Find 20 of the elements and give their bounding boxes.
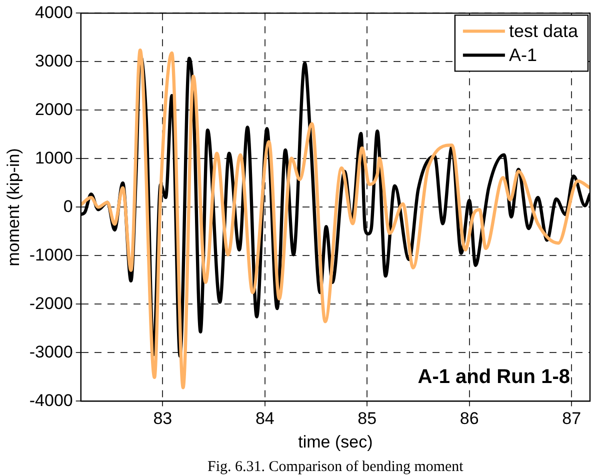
y-tick-label: 4000 [35, 2, 73, 22]
y-tick-label: -4000 [29, 390, 73, 410]
x-tick-label: 87 [562, 409, 582, 428]
x-axis-title: time (sec) [298, 432, 373, 452]
x-tick-label: 84 [255, 409, 274, 428]
y-tick-label: 2000 [35, 100, 73, 119]
y-tick-label: 3000 [35, 51, 73, 70]
legend-label: A-1 [508, 45, 537, 66]
y-tick-label: 1000 [35, 148, 73, 168]
y-tick-label: 0 [63, 196, 73, 216]
y-axis-title: moment (kip-in) [4, 148, 23, 266]
y-tick-label: -2000 [29, 294, 73, 313]
legend-label: test data [508, 21, 579, 42]
y-tick-label: -1000 [29, 245, 73, 264]
caption: Fig. 6.31. Comparison of bending moment [208, 459, 464, 475]
y-tick-label: -3000 [29, 342, 73, 362]
x-tick-label: 83 [153, 409, 172, 428]
x-tick-label: 86 [460, 409, 479, 428]
annotation: A-1 and Run 1-8 [418, 366, 570, 388]
x-tick-label: 85 [358, 409, 377, 428]
